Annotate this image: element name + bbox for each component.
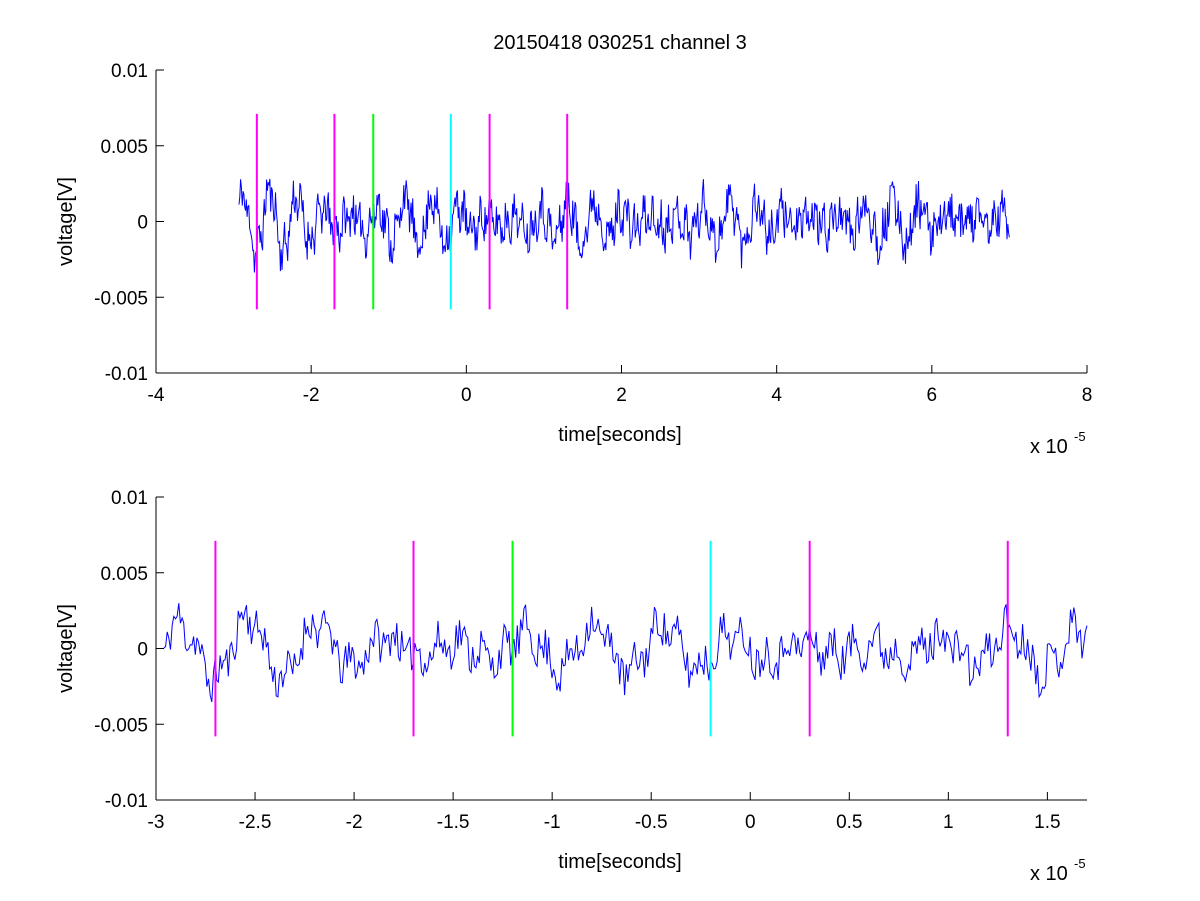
zoom-x-tick-label: -2	[346, 812, 363, 833]
overview-panel: -4 -2 0 2 4 6 8 -0.01 -0.005 0 0.005 0.01 time[secon…	[55, 61, 1092, 458]
zoom-signal-trace	[163, 603, 1088, 703]
overview-x-tick-label: 6	[927, 385, 938, 406]
figure-title: 20150418 030251 channel 3	[493, 32, 747, 54]
zoom-y-tick-label: 0.01	[111, 488, 148, 509]
zoom-x-tick-label: -2.5	[239, 812, 272, 833]
overview-y-tick-label: 0	[137, 213, 148, 234]
overview-x-axis-label: time[seconds]	[558, 424, 681, 446]
zoom-x-tick-label: -3	[148, 812, 165, 833]
zoom-panel: -3 -2.5 -2 -1.5 -1 -0.5 0 0.5 1 1.5 -0.01 -0.005 0 0.…	[55, 488, 1088, 885]
zoom-x-exponent-power: -5	[1074, 856, 1086, 871]
zoom-y-tick-label: 0.005	[100, 564, 148, 585]
zoom-x-tick-label: -1	[544, 812, 561, 833]
zoom-x-tick-label: 0.5	[836, 812, 862, 833]
overview-x-tick-label: 2	[616, 385, 627, 406]
overview-y-tick-label: 0.005	[100, 137, 148, 158]
zoom-x-tick-label: -0.5	[635, 812, 668, 833]
zoom-x-exponent-label: x 10	[1030, 863, 1068, 885]
overview-x-tick-label: -2	[303, 385, 320, 406]
overview-y-tick-label: -0.005	[94, 288, 148, 309]
zoom-x-tick-label: 0	[745, 812, 756, 833]
overview-y-axis-label: voltage[V]	[55, 177, 77, 266]
overview-x-tick-label: -4	[148, 385, 165, 406]
zoom-y-axis-label: voltage[V]	[55, 604, 77, 693]
overview-x-exponent-label: x 10	[1030, 436, 1068, 458]
overview-x-tick-label: 4	[771, 385, 782, 406]
zoom-x-axis-label: time[seconds]	[558, 851, 681, 873]
overview-signal-trace	[238, 178, 1010, 273]
zoom-y-tick-label: 0	[137, 640, 148, 661]
overview-x-tick-label: 8	[1082, 385, 1093, 406]
overview-x-exponent-power: -5	[1074, 429, 1086, 444]
overview-y-tick-label: 0.01	[111, 61, 148, 82]
zoom-x-tick-label: 1	[943, 812, 954, 833]
zoom-x-tick-label: 1.5	[1034, 812, 1060, 833]
overview-y-tick-label: -0.01	[105, 364, 148, 385]
overview-x-tick-label: 0	[461, 385, 472, 406]
zoom-y-tick-label: -0.01	[105, 791, 148, 812]
zoom-y-tick-label: -0.005	[94, 715, 148, 736]
zoom-x-tick-label: -1.5	[437, 812, 470, 833]
